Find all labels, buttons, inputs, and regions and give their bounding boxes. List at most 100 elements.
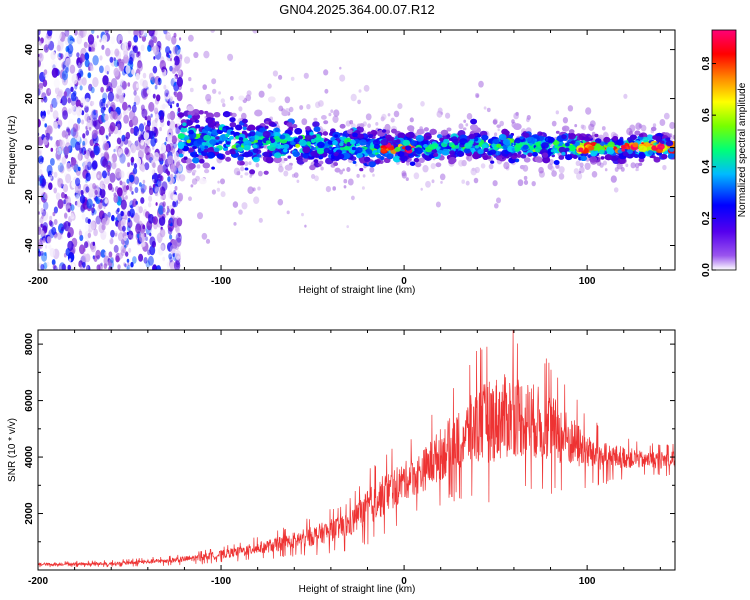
heat-cell (39, 53, 43, 59)
heat-cell (103, 151, 110, 161)
heat-cell (160, 242, 166, 251)
heat-cell (567, 105, 574, 112)
heat-cell (229, 122, 237, 128)
heat-cell (669, 147, 675, 152)
heat-cell (133, 126, 140, 136)
heat-cell (376, 154, 382, 158)
heat-cell (96, 35, 99, 39)
heat-cell (104, 120, 110, 130)
heat-cell (194, 119, 200, 124)
heat-cell (238, 95, 245, 101)
heat-cell (638, 145, 648, 153)
heat-cell (143, 257, 148, 264)
heat-cell (293, 137, 300, 143)
heat-cell (483, 147, 489, 153)
heat-cell (584, 136, 591, 142)
heat-cell (496, 124, 502, 128)
heat-cell (439, 137, 444, 142)
heat-cell (621, 148, 626, 152)
heat-cell (218, 127, 223, 131)
heat-cell (84, 52, 90, 61)
heat-cell (440, 129, 449, 136)
heat-cell (352, 160, 357, 164)
heat-cell (53, 206, 59, 214)
heat-cell (604, 168, 608, 172)
heat-cell (173, 82, 177, 86)
heat-cell (511, 155, 517, 160)
heat-cell (95, 215, 102, 225)
heat-cell (162, 207, 166, 213)
heat-cell (46, 261, 50, 267)
heat-cell (162, 256, 166, 262)
heat-cell (142, 241, 146, 247)
heat-cell (242, 126, 247, 130)
heat-cell (217, 180, 220, 184)
y-tick-label: 40 (24, 44, 35, 56)
heat-cell (153, 152, 160, 162)
heat-cell (91, 129, 98, 139)
heat-cell (192, 169, 197, 173)
heat-cell (40, 173, 44, 178)
heat-cell (40, 230, 45, 237)
heat-cell (125, 65, 131, 74)
heat-cell (167, 113, 172, 120)
heat-cell (150, 113, 153, 118)
heat-cell (44, 192, 49, 200)
heat-cell (239, 161, 245, 166)
heat-cell (69, 258, 72, 262)
heat-cell (57, 124, 61, 129)
heat-cell (629, 124, 636, 132)
heat-cell (263, 170, 269, 175)
heat-cell (151, 119, 158, 129)
heat-cell (65, 57, 72, 68)
heat-cell (110, 104, 116, 114)
heat-cell (516, 153, 522, 158)
heat-cell (436, 134, 443, 139)
heat-cell (240, 174, 243, 179)
heat-cell (167, 227, 173, 235)
heat-cell (110, 257, 114, 264)
heat-cell (43, 96, 48, 103)
heat-cell (133, 90, 137, 96)
heat-cell (152, 162, 156, 169)
heat-cell (321, 115, 327, 120)
heat-cell (523, 157, 531, 163)
heat-cell (216, 153, 224, 159)
heat-cell (149, 61, 153, 66)
heat-cell (143, 131, 150, 141)
heat-cell (124, 147, 129, 155)
heat-cell (465, 156, 469, 160)
heat-cell (669, 121, 675, 130)
heat-cell (362, 174, 366, 178)
heat-cell (112, 111, 118, 120)
heat-cell (242, 118, 248, 124)
heat-cell (121, 181, 126, 189)
heat-cell (122, 225, 126, 232)
heat-cell (293, 172, 299, 179)
heat-cell (167, 34, 171, 42)
heat-cell (435, 162, 442, 168)
heat-cell (171, 35, 177, 45)
heat-cell (131, 50, 138, 61)
heat-cell (565, 154, 573, 161)
heat-cell (357, 133, 364, 139)
heat-cell (602, 160, 608, 166)
heat-cell (95, 109, 98, 114)
heat-cell (163, 84, 167, 90)
heat-cell (294, 128, 303, 135)
heat-cell (346, 167, 351, 172)
heat-cell (38, 250, 42, 257)
heat-cell (40, 250, 44, 256)
heat-cell (61, 70, 68, 81)
heat-cell (140, 188, 145, 195)
heat-cell (283, 170, 289, 177)
heat-cell (177, 133, 185, 139)
heat-cell (367, 123, 371, 128)
heat-cell (154, 186, 159, 193)
heat-cell (148, 101, 155, 112)
heat-cell (209, 146, 214, 151)
heat-cell (492, 138, 500, 145)
heat-cell (172, 217, 179, 228)
heat-cell (259, 127, 266, 133)
